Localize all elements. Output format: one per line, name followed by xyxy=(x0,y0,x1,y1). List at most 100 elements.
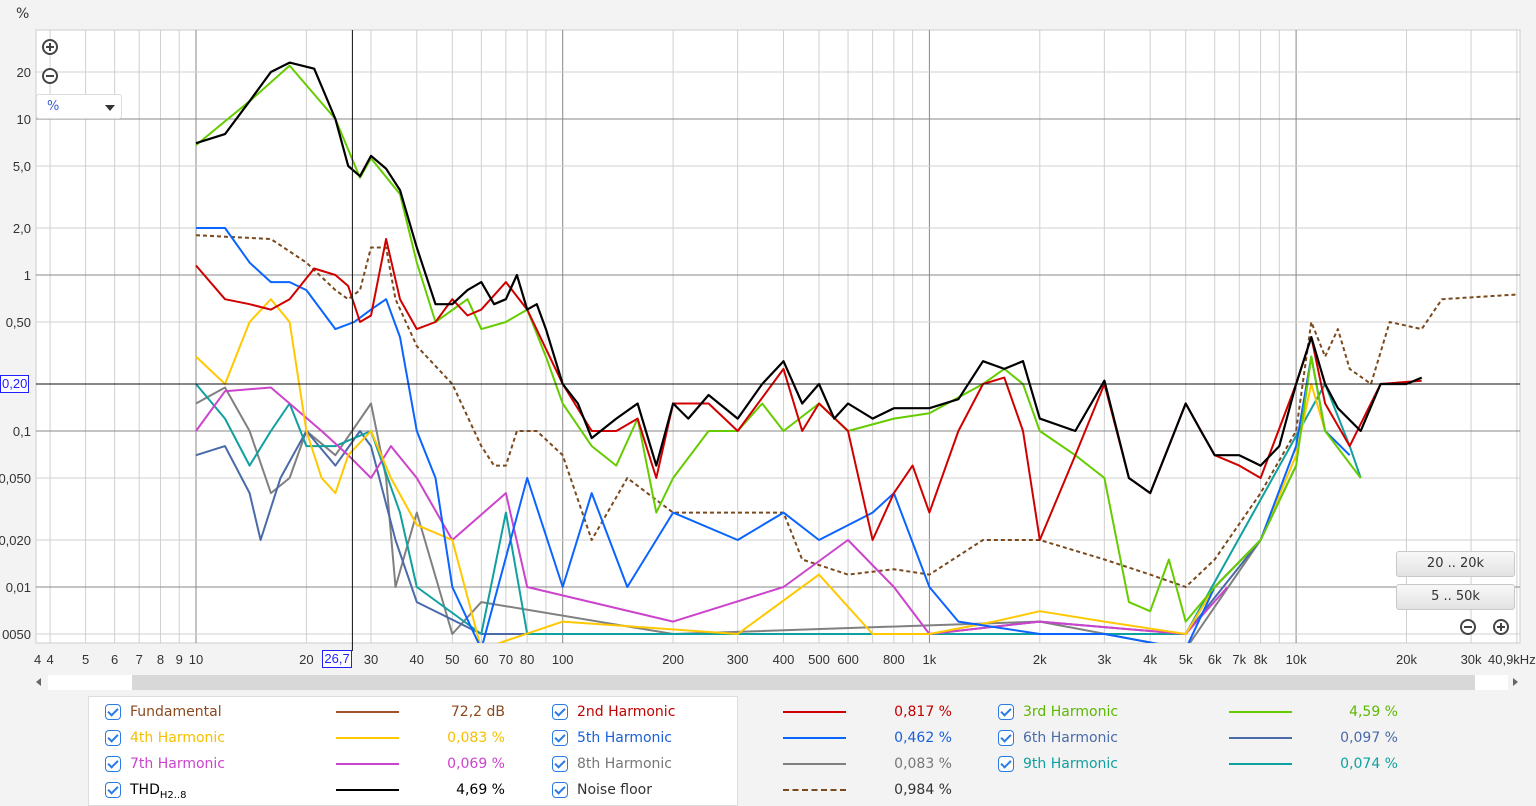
legend-checkbox[interactable] xyxy=(552,756,568,772)
legend-label: THDH2..8 xyxy=(130,782,186,801)
scroll-right-icon[interactable] xyxy=(1513,678,1518,686)
x-tick-label: 40 xyxy=(410,652,424,667)
legend-label: 2nd Harmonic xyxy=(577,704,675,720)
grid xyxy=(36,30,1520,643)
cursor xyxy=(36,30,1520,651)
x-tick-label: 400 xyxy=(773,652,795,667)
x-tick-label: 5k xyxy=(1179,652,1193,667)
x-tick-label: 600 xyxy=(837,652,859,667)
legend-label-text: 5th Harmonic xyxy=(577,730,672,746)
legend-checkbox[interactable] xyxy=(998,730,1014,746)
legend-item[interactable]: 9th Harmonic 0,074 % xyxy=(990,753,1430,775)
x-tick-label: 500 xyxy=(808,652,830,667)
legend-checkbox[interactable] xyxy=(552,782,568,798)
scrollbar-thumb[interactable] xyxy=(132,675,1475,690)
legend-label-text: Fundamental xyxy=(130,704,222,720)
x-tick-label: 1k xyxy=(923,652,937,667)
legend-line-swatch xyxy=(783,711,846,713)
zoom-out-y-icon[interactable] xyxy=(42,68,58,84)
legend-label-subscript: H2..8 xyxy=(159,789,187,801)
x-tick-label: 200 xyxy=(662,652,684,667)
series-3rd-harmonic xyxy=(195,64,1362,623)
legend-label-text: 6th Harmonic xyxy=(1023,730,1118,746)
legend-checkbox[interactable] xyxy=(552,730,568,746)
x-tick-label: 60 xyxy=(474,652,488,667)
zoom-in-x-icon[interactable] xyxy=(1493,619,1509,635)
legend-value: 0,817 % xyxy=(894,704,952,720)
plot-area[interactable] xyxy=(35,29,1521,644)
y-tick-label: 20 xyxy=(17,65,31,80)
cursor-x-label: 26,7 xyxy=(322,650,352,668)
y-tick-label: 1 xyxy=(24,268,31,283)
legend-item[interactable]: 6th Harmonic 0,097 % xyxy=(990,727,1430,749)
legend-value: 4,59 % xyxy=(1349,704,1398,720)
legend-item[interactable]: THDH2..8 4,69 % xyxy=(97,779,537,801)
legend-checkbox[interactable] xyxy=(105,730,121,746)
y-tick-label: 10 xyxy=(17,112,31,127)
legend-value: 0,074 % xyxy=(1340,756,1398,772)
x-tick-label: 40,9kHz xyxy=(1488,652,1536,667)
legend-line-swatch xyxy=(783,763,846,765)
legend-label: 3rd Harmonic xyxy=(1023,704,1118,720)
legend-line-swatch xyxy=(1229,763,1292,765)
legend-line-swatch xyxy=(783,789,846,791)
x-tick-label: 10 xyxy=(189,652,203,667)
x-tick-label: 30k xyxy=(1461,652,1482,667)
legend-item[interactable]: 5th Harmonic 0,462 % xyxy=(544,727,984,749)
legend-checkbox[interactable] xyxy=(998,756,1014,772)
series-lines xyxy=(195,61,1517,643)
x-tick-label: 2k xyxy=(1033,652,1047,667)
scroll-left-icon[interactable] xyxy=(36,678,41,686)
legend-label-text: 3rd Harmonic xyxy=(1023,704,1119,720)
legend-checkbox[interactable] xyxy=(105,704,121,720)
legend-label-text: 4th Harmonic xyxy=(130,730,225,746)
range-20-20k-button[interactable]: 20 .. 20k xyxy=(1396,551,1515,577)
legend-line-swatch xyxy=(1229,737,1292,739)
legend-checkbox[interactable] xyxy=(105,782,121,798)
legend-item[interactable]: 7th Harmonic 0,069 % xyxy=(97,753,537,775)
y-tick-label: 0,1 xyxy=(13,424,31,439)
legend-label-text: 8th Harmonic xyxy=(577,756,672,772)
legend-label-text: THD xyxy=(130,782,160,798)
series-8th-harmonic xyxy=(195,386,1262,643)
x-tick-label: 4k xyxy=(1143,652,1157,667)
legend-item[interactable]: 3rd Harmonic 4,59 % xyxy=(990,701,1430,723)
legend-label: 8th Harmonic xyxy=(577,756,672,772)
distortion-plot[interactable]: 4 4 5 6 7 8 9 10 20 30 40 50 60 70 80 100 200 300 400 500 60… xyxy=(0,0,1536,670)
x-tick-label: 800 xyxy=(883,652,905,667)
series-thd xyxy=(195,61,1423,495)
zoom-in-y-icon[interactable] xyxy=(42,39,58,55)
legend-label-text: 7th Harmonic xyxy=(130,756,225,772)
legend-item[interactable]: 2nd Harmonic 0,817 % xyxy=(544,701,984,723)
legend-label: Fundamental xyxy=(130,704,222,720)
y-tick-label: 0,050 xyxy=(0,471,31,486)
series-7th-harmonic xyxy=(195,386,1229,635)
range-5-50k-button[interactable]: 5 .. 50k xyxy=(1396,584,1515,610)
legend-value: 72,2 dB xyxy=(450,704,505,720)
zoom-out-x-icon[interactable] xyxy=(1460,619,1476,635)
x-tick-label: 8k xyxy=(1254,652,1268,667)
legend-value: 0,462 % xyxy=(894,730,952,746)
y-tick-label: 0,01 xyxy=(6,580,31,595)
x-tick-label: 8 xyxy=(157,652,164,667)
unit-dropdown[interactable]: % xyxy=(36,94,122,119)
legend-label-text: 2nd Harmonic xyxy=(577,704,676,720)
horizontal-scrollbar[interactable] xyxy=(36,675,1520,690)
legend-item[interactable]: 4th Harmonic 0,083 % xyxy=(97,727,537,749)
unit-dropdown-value: % xyxy=(47,99,60,114)
legend-checkbox[interactable] xyxy=(105,756,121,772)
legend-item[interactable]: Fundamental 72,2 dB xyxy=(97,701,537,723)
x-tick-label: 20 xyxy=(299,652,313,667)
y-tick-label: 0,50 xyxy=(6,315,31,330)
x-tick-label: 30 xyxy=(364,652,378,667)
legend-line-swatch xyxy=(336,763,399,765)
legend-checkbox[interactable] xyxy=(552,704,568,720)
legend-value: 4,69 % xyxy=(456,782,505,798)
legend-label-text: Noise floor xyxy=(577,782,652,798)
legend-line-swatch xyxy=(1229,711,1292,713)
legend-item[interactable]: Noise floor 0,984 % xyxy=(544,779,984,801)
legend-item[interactable]: 8th Harmonic 0,083 % xyxy=(544,753,984,775)
legend-checkbox[interactable] xyxy=(998,704,1014,720)
x-tick-label: 3k xyxy=(1097,652,1111,667)
x-tick-label: 50 xyxy=(445,652,459,667)
